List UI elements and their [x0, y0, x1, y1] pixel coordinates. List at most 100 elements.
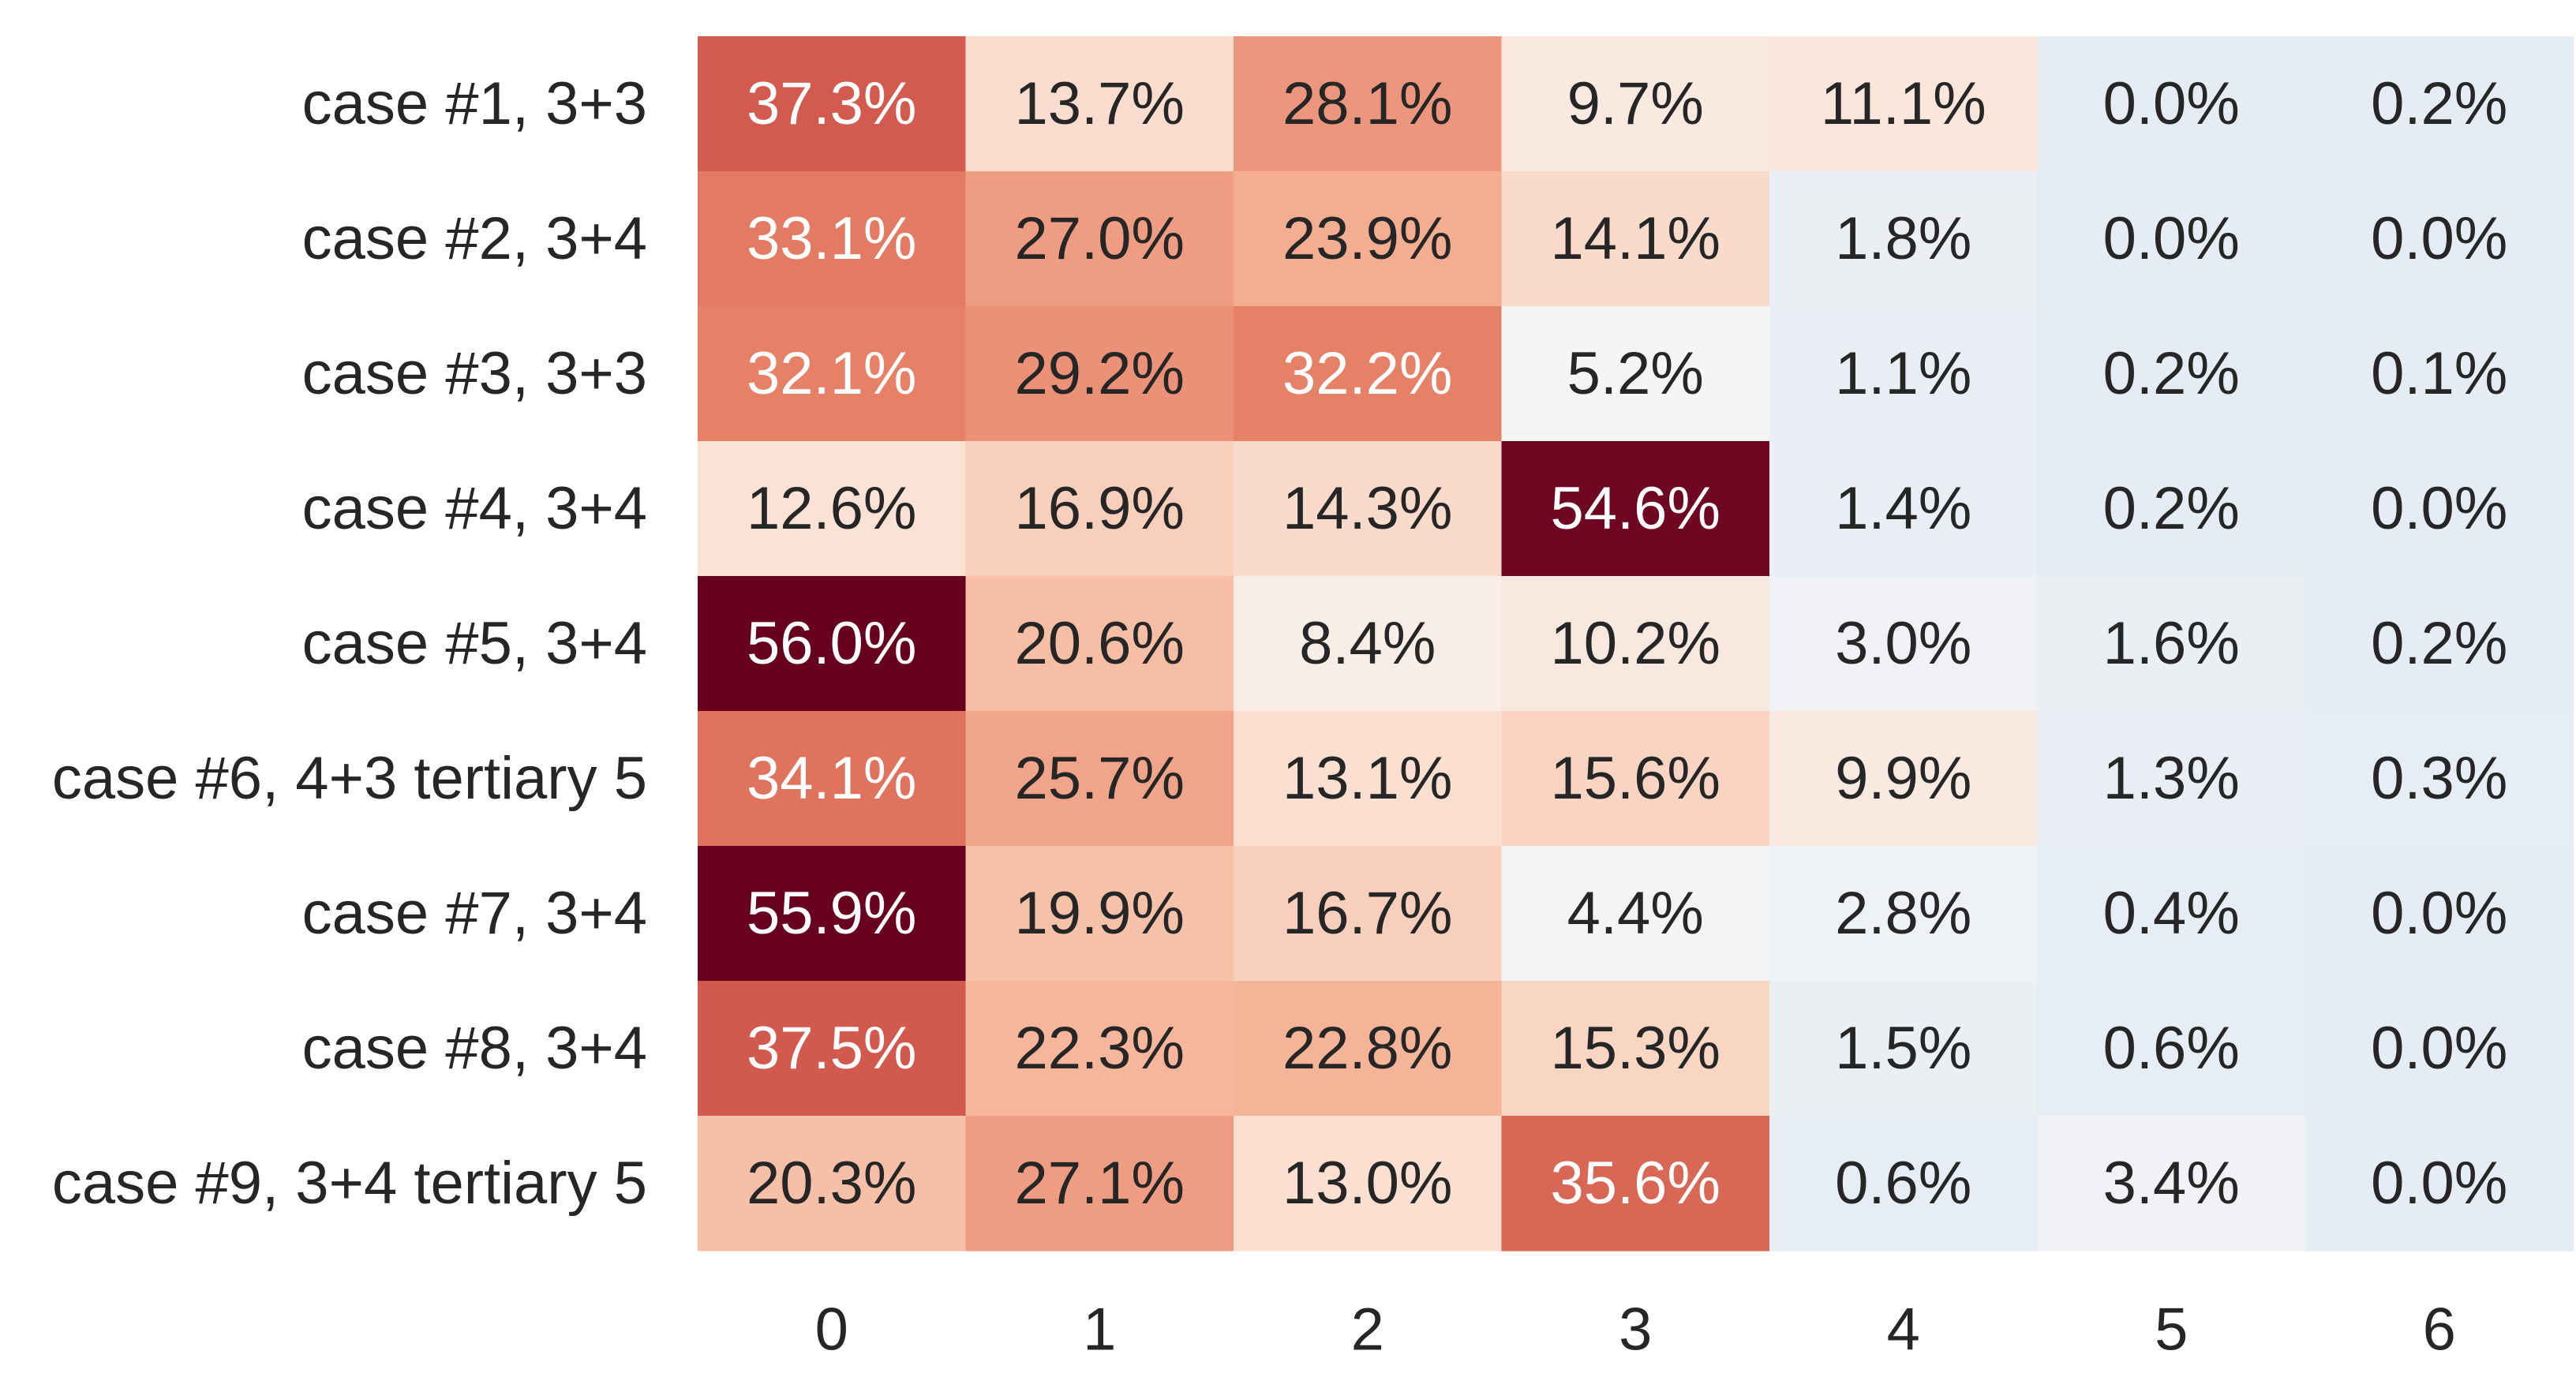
heatmap-cell-label: 54.6%	[1551, 475, 1721, 542]
heatmap-cell-label: 33.1%	[747, 205, 917, 272]
heatmap-cell	[2305, 171, 2574, 307]
heatmap-cell-label: 1.6%	[2103, 610, 2240, 677]
heatmap-cell	[2305, 981, 2574, 1117]
heatmap-cell-label: 37.3%	[747, 70, 917, 137]
heatmap-cell	[2037, 1116, 2306, 1251]
heatmap-cell-label: 56.0%	[747, 610, 917, 677]
heatmap-cell-label: 0.2%	[2103, 475, 2240, 542]
heatmap-cell	[1501, 1116, 1770, 1251]
heatmap-cell-label: 28.1%	[1282, 70, 1453, 137]
heatmap-cell-label: 20.3%	[747, 1150, 917, 1217]
heatmap-cell-label: 32.2%	[1282, 340, 1453, 407]
heatmap-cell-labels: 37.3% 13.7% 28.1% 9.7% 11.1% 0.0% 0.2% 33.1% 27.…	[747, 70, 2507, 1217]
heatmap-cell	[965, 306, 1234, 442]
heatmap-cell	[2037, 576, 2306, 712]
y-axis-tick-label: case #5, 3+4	[302, 610, 647, 677]
heatmap-cell-label: 0.0%	[2103, 205, 2240, 272]
heatmap-cell	[1769, 711, 2039, 847]
x-axis-tick-label: 2	[1351, 1296, 1384, 1364]
heatmap-cell-label: 1.4%	[1835, 475, 1971, 542]
heatmap-cell-label: 22.3%	[1015, 1015, 1185, 1082]
heatmap-cell-label: 9.7%	[1567, 70, 1704, 137]
heatmap-cell-label: 0.0%	[2371, 1015, 2507, 1082]
heatmap-cell	[1234, 441, 1503, 577]
heatmap-cell	[1769, 846, 2039, 982]
heatmap-cell	[2305, 306, 2574, 442]
x-axis-tick-label: 3	[1619, 1296, 1652, 1364]
heatmap-cell	[2037, 36, 2306, 172]
heatmap-cell-label: 20.6%	[1015, 610, 1185, 677]
heatmap-cell-label: 0.2%	[2103, 340, 2240, 407]
heatmap-cell-label: 0.1%	[2371, 340, 2507, 407]
heatmap-cell-label: 0.0%	[2371, 1150, 2507, 1217]
heatmap-cell	[1501, 846, 1770, 982]
heatmap-cell-label: 0.6%	[1835, 1150, 1971, 1217]
heatmap-cell-label: 1.5%	[1835, 1015, 1971, 1082]
heatmap-cell-label: 15.6%	[1551, 745, 1721, 812]
heatmap-cell-label: 0.0%	[2371, 880, 2507, 947]
heatmap-cell-label: 13.1%	[1282, 745, 1453, 812]
heatmap-cell	[1501, 711, 1770, 847]
heatmap-cell	[2037, 846, 2306, 982]
heatmap-cell	[1501, 306, 1770, 442]
heatmap-cell	[698, 1116, 967, 1251]
heatmap-cell	[1234, 171, 1503, 307]
heatmap-cell-label: 55.9%	[747, 880, 917, 947]
heatmap-cell	[698, 981, 967, 1117]
y-axis-tick-labels: case #1, 3+3 case #2, 3+4 case #3, 3+3 case…	[52, 70, 647, 1217]
heatmap-cell	[965, 1116, 1234, 1251]
x-axis-tick-label: 1	[1083, 1296, 1116, 1364]
x-axis-tick-label: 0	[815, 1296, 848, 1364]
heatmap-cell	[1501, 576, 1770, 712]
heatmap-cell-label: 0.4%	[2103, 880, 2240, 947]
heatmap-cell-label: 29.2%	[1015, 340, 1185, 407]
y-axis-tick-label: case #9, 3+4 tertiary 5	[52, 1150, 647, 1217]
y-axis-tick-label: case #4, 3+4	[302, 475, 647, 542]
heatmap-cell-label: 16.7%	[1282, 880, 1453, 947]
x-axis-tick-label: 6	[2423, 1296, 2456, 1364]
heatmap-cell	[965, 171, 1234, 307]
heatmap-cell	[965, 846, 1234, 982]
heatmap-cell	[2037, 711, 2306, 847]
heatmap-cell	[1769, 981, 2039, 1117]
heatmap-cell-label: 0.3%	[2371, 745, 2507, 812]
heatmap-cell-label: 11.1%	[1821, 70, 1986, 137]
heatmap-cell	[965, 711, 1234, 847]
heatmap-cell	[698, 306, 967, 442]
heatmap-cell	[1234, 711, 1503, 847]
heatmap-cell	[2305, 36, 2574, 172]
heatmap-cell-label: 15.3%	[1551, 1015, 1721, 1082]
x-axis-tick-labels: 0 1 2 3 4 5 6	[815, 1296, 2456, 1364]
heatmap-cell	[1501, 441, 1770, 577]
heatmap-cell	[965, 441, 1234, 577]
heatmap-cell-label: 0.0%	[2371, 475, 2507, 542]
x-axis-tick-label: 5	[2155, 1296, 2188, 1364]
heatmap-cell-label: 13.0%	[1282, 1150, 1453, 1217]
heatmap-cell-label: 12.6%	[747, 475, 917, 542]
heatmap-cell-label: 1.1%	[1835, 340, 1971, 407]
heatmap-cell	[965, 576, 1234, 712]
heatmap-cell-label: 37.5%	[747, 1015, 917, 1082]
heatmap-cell-label: 32.1%	[747, 340, 917, 407]
heatmap-cell	[2305, 576, 2574, 712]
y-axis-tick-label: case #1, 3+3	[302, 70, 647, 137]
heatmap-cell-label: 3.0%	[1835, 610, 1971, 677]
heatmap-cell	[2305, 1116, 2574, 1251]
heatmap-cell	[698, 576, 967, 712]
heatmap-cell-label: 1.3%	[2103, 745, 2240, 812]
x-axis-tick-label: 4	[1887, 1296, 1920, 1364]
y-axis-tick-label: case #3, 3+3	[302, 340, 647, 407]
heatmap-cell-label: 16.9%	[1015, 475, 1185, 542]
heatmap-cell	[2037, 981, 2306, 1117]
heatmap-cell	[698, 171, 967, 307]
heatmap-cell-label: 0.2%	[2371, 610, 2507, 677]
heatmap-cell	[2305, 846, 2574, 982]
heatmap-cell-label: 27.1%	[1015, 1150, 1185, 1217]
heatmap-cell	[698, 441, 967, 577]
heatmap-cell	[1501, 36, 1770, 172]
heatmap-cell-label: 5.2%	[1567, 340, 1704, 407]
heatmap-cell	[1234, 981, 1503, 1117]
y-axis-tick-label: case #6, 4+3 tertiary 5	[52, 745, 647, 812]
heatmap-cell-label: 14.1%	[1551, 205, 1721, 272]
